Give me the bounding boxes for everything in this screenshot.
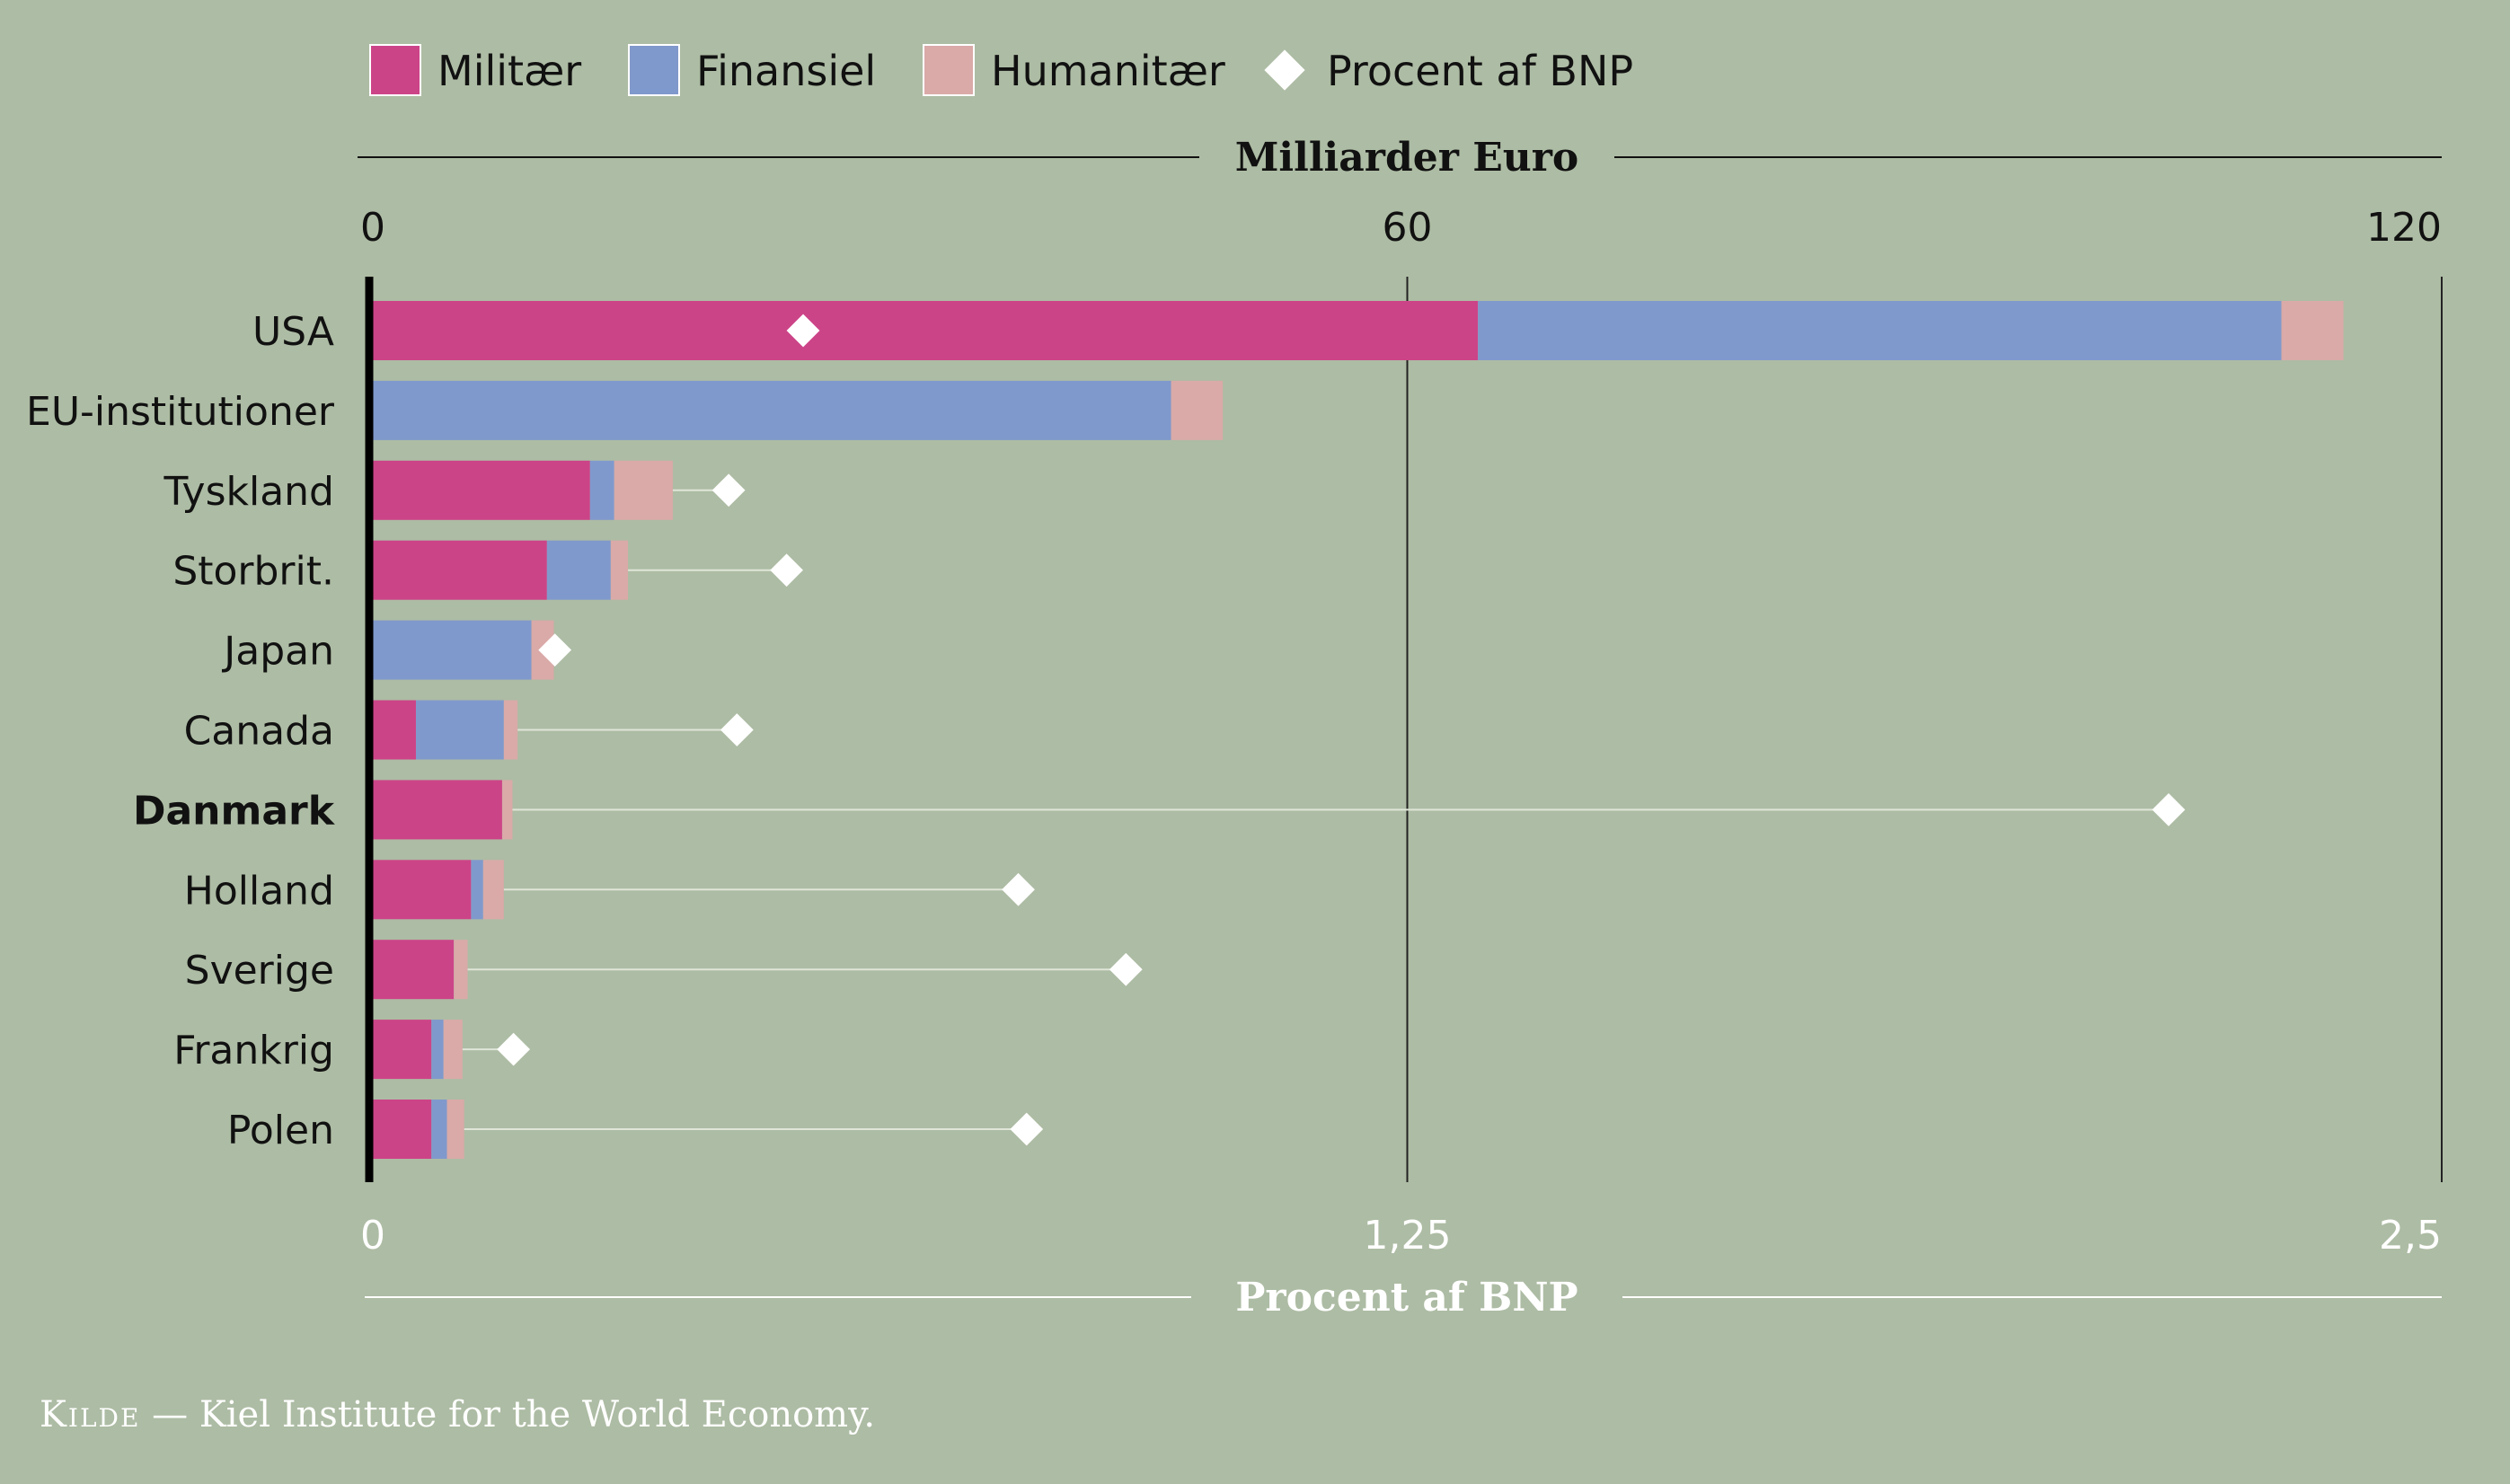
legend: Militær Finansiel Humanitær Procent af BNP (369, 44, 1633, 96)
category-labels: USA EU-institutioner Tyskland Storbrit. Japa… (26, 309, 336, 1153)
source-label: Kilde (40, 1394, 141, 1435)
category-label-frankrig: Frankrig (173, 1028, 334, 1073)
bar-row-polen (373, 1100, 1044, 1159)
bar-finansiel-tyskland (589, 460, 614, 520)
source-note: Kilde — Kiel Institute for the World Eco… (40, 1394, 875, 1435)
bar-militaer-sverige (373, 940, 455, 1000)
category-label-storbrit: Storbrit. (172, 549, 334, 595)
legend-marker-pct (1264, 49, 1305, 91)
bar-humanitaer-usa (2281, 301, 2344, 360)
bar-finansiel-usa (1478, 301, 2282, 360)
bottom-tick-label-0: 0 (360, 1213, 385, 1259)
category-label-japan: Japan (221, 629, 334, 675)
legend-label-humanitaer: Humanitær (991, 47, 1225, 95)
bar-militaer-holland (373, 860, 472, 920)
pct-marker-japan (538, 633, 572, 667)
category-label-tyskland: Tyskland (164, 469, 334, 515)
bottom-axis-title: Procent af BNP (1235, 1275, 1578, 1321)
pct-marker-holland (1002, 872, 1035, 906)
pct-marker-tyskland (711, 473, 746, 508)
bar-militaer-polen (373, 1100, 432, 1159)
bar-humanitaer-eu-institutioner (1171, 380, 1224, 440)
bottom-tick-label-1-25: 1,25 (1364, 1213, 1452, 1259)
bar-finansiel-polen (431, 1100, 447, 1159)
category-label-canada: Canada (184, 709, 334, 755)
bar-humanitaer-storbrit (610, 540, 629, 600)
bar-humanitaer-frankrig (443, 1020, 463, 1080)
bar-militaer-usa (373, 301, 1479, 360)
bar-row-canada (373, 700, 754, 760)
bar-finansiel-eu-institutioner (373, 380, 1171, 440)
bar-finansiel-canada (415, 700, 504, 760)
bottom-tick-label-2-5: 2,5 (2379, 1213, 2442, 1259)
bar-finansiel-storbrit (546, 540, 611, 600)
legend-swatch-humanitaer (923, 44, 975, 96)
bars (373, 301, 2344, 1159)
pct-marker-storbrit (770, 553, 803, 587)
bar-militaer-canada (373, 700, 416, 760)
top-axis: Milliarder Euro 0 60 120 (358, 135, 2442, 251)
bar-militaer-tyskland (373, 460, 590, 520)
bar-finansiel-holland (471, 860, 483, 920)
legend-swatch-finansiel (628, 44, 680, 96)
top-tick-label-60: 60 (1383, 205, 1433, 251)
bar-row-storbrit (373, 540, 803, 600)
bar-humanitaer-canada (503, 700, 518, 760)
bottom-axis: 0 1,25 2,5 Procent af BNP (360, 1213, 2442, 1321)
bar-row-frankrig (373, 1020, 530, 1080)
category-label-holland: Holland (184, 868, 334, 914)
bar-militaer-storbrit (373, 540, 547, 600)
bar-row-sverige (373, 940, 1143, 1000)
pct-marker-sverige (1109, 952, 1143, 986)
bar-row-holland (373, 860, 1035, 920)
legend-label-militaer: Militær (437, 47, 581, 95)
source-text: — Kiel Institute for the World Economy. (152, 1394, 876, 1435)
bar-row-japan (373, 620, 572, 680)
legend-swatch-militaer (369, 44, 421, 96)
category-label-sverige: Sverige (185, 948, 334, 994)
pct-marker-frankrig (497, 1032, 530, 1066)
bar-row-tyskland (373, 460, 746, 520)
bar-humanitaer-sverige (454, 940, 468, 1000)
pct-marker-polen (1010, 1112, 1044, 1146)
category-label-eu-institutioner: EU-institutioner (26, 389, 335, 435)
bar-humanitaer-polen (446, 1100, 464, 1159)
top-tick-label-120: 120 (2366, 205, 2442, 251)
pct-marker-danmark (2152, 793, 2186, 826)
bar-militaer-frankrig (373, 1020, 432, 1080)
bar-militaer-danmark (373, 780, 502, 840)
bar-finansiel-frankrig (431, 1020, 444, 1080)
legend-label-pct: Procent af BNP (1327, 47, 1633, 95)
bar-finansiel-japan (373, 620, 532, 680)
bar-humanitaer-danmark (501, 780, 513, 840)
category-label-polen: Polen (227, 1108, 334, 1153)
legend-label-finansiel: Finansiel (696, 47, 876, 95)
bar-humanitaer-tyskland (614, 460, 673, 520)
category-label-usa: USA (252, 309, 334, 355)
top-axis-title: Milliarder Euro (1235, 135, 1579, 181)
bar-row-usa (373, 301, 2344, 360)
category-label-danmark: Danmark (133, 788, 336, 834)
bar-row-danmark (373, 780, 2186, 840)
bar-row-eu-institutioner (373, 380, 1224, 440)
grid (1406, 277, 2443, 1182)
pct-marker-usa (786, 314, 820, 348)
bar-humanitaer-holland (482, 860, 504, 920)
top-tick-label-0: 0 (360, 205, 385, 251)
pct-marker-canada (720, 713, 754, 746)
